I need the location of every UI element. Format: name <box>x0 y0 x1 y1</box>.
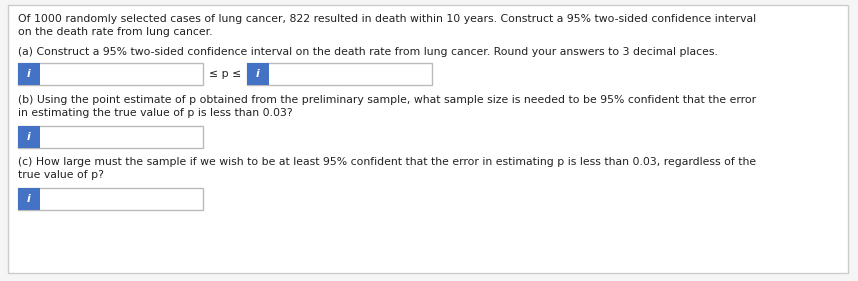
Text: i: i <box>27 69 31 79</box>
FancyBboxPatch shape <box>247 63 432 85</box>
Text: true value of p?: true value of p? <box>18 170 104 180</box>
FancyBboxPatch shape <box>18 63 203 85</box>
FancyBboxPatch shape <box>18 126 40 148</box>
FancyBboxPatch shape <box>18 188 40 210</box>
FancyBboxPatch shape <box>18 188 203 210</box>
Text: Of 1000 randomly selected cases of lung cancer, 822 resulted in death within 10 : Of 1000 randomly selected cases of lung … <box>18 14 756 24</box>
Text: (a) Construct a 95% two-sided confidence interval on the death rate from lung ca: (a) Construct a 95% two-sided confidence… <box>18 47 718 57</box>
Text: in estimating the true value of p is less than 0.03?: in estimating the true value of p is les… <box>18 108 293 118</box>
Text: i: i <box>27 194 31 204</box>
Text: i: i <box>27 132 31 142</box>
FancyBboxPatch shape <box>18 126 203 148</box>
FancyBboxPatch shape <box>8 5 848 273</box>
FancyBboxPatch shape <box>18 63 40 85</box>
Text: on the death rate from lung cancer.: on the death rate from lung cancer. <box>18 27 213 37</box>
Text: i: i <box>257 69 260 79</box>
Text: (c) How large must the sample if we wish to be at least 95% confident that the e: (c) How large must the sample if we wish… <box>18 157 756 167</box>
Text: (b) Using the point estimate of p obtained from the preliminary sample, what sam: (b) Using the point estimate of p obtain… <box>18 95 756 105</box>
Text: ≤ p ≤: ≤ p ≤ <box>209 69 241 79</box>
FancyBboxPatch shape <box>247 63 269 85</box>
